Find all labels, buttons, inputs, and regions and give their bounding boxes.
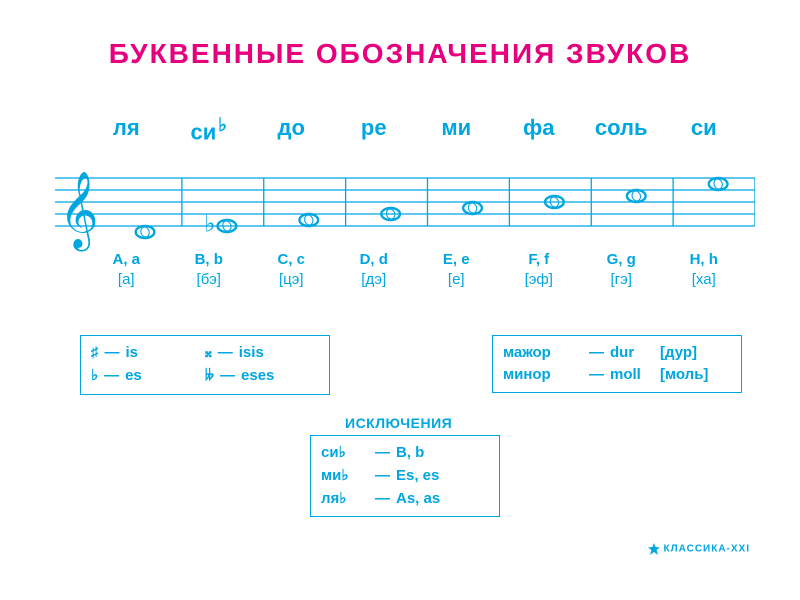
- letter-names: H, h: [663, 250, 746, 270]
- letter-cell: A, a[а]: [85, 250, 168, 289]
- letter-names: A, a: [85, 250, 168, 270]
- pronunciation: [дэ]: [333, 270, 416, 290]
- pronunciation: [а]: [85, 270, 168, 290]
- letter-cell: C, c[цэ]: [250, 250, 333, 289]
- flat-icon: ♭: [339, 443, 346, 465]
- dash: —: [104, 367, 119, 384]
- syllable: до: [250, 115, 333, 145]
- letter-names: F, f: [498, 250, 581, 270]
- dash: —: [220, 367, 235, 384]
- letter-cell: D, d[дэ]: [333, 250, 416, 289]
- exception-letters: B, b: [396, 442, 424, 465]
- accidentals-row: ♭ — es 𝄫 — eses: [91, 365, 319, 388]
- dash: —: [589, 342, 604, 364]
- dash: —: [375, 488, 390, 511]
- syllable: фа: [498, 115, 581, 145]
- letter-names: B, b: [168, 250, 251, 270]
- pronunciation: [эф]: [498, 270, 581, 290]
- accidentals-box: ♯—is𝄪—isis♭—es𝄫—eses: [80, 335, 330, 395]
- flat-icon: ♭: [91, 366, 98, 388]
- syllable: соль: [580, 115, 663, 145]
- mode-lat: moll: [610, 364, 660, 386]
- mode-row: мажор — dur[дур]: [503, 342, 731, 364]
- letter-names: D, d: [333, 250, 416, 270]
- publisher-logo: КЛАССИКА-XXI: [648, 543, 751, 555]
- pronunciation: [ха]: [663, 270, 746, 290]
- mode-pron: [дур]: [660, 342, 697, 364]
- letters-row: A, a[а]B, b[бэ]C, c[цэ]D, d[дэ]E, e[е]F,…: [85, 250, 745, 289]
- flat-icon: ♭: [341, 466, 348, 488]
- flat-icon: ♭: [218, 115, 227, 137]
- letter-cell: E, e[е]: [415, 250, 498, 289]
- exception-row: си♭ — B, b: [321, 442, 489, 465]
- exception-note: ми♭: [321, 465, 369, 488]
- mode-pron: [моль]: [660, 364, 708, 386]
- mode-ru: мажор: [503, 342, 583, 364]
- exception-letters: As, as: [396, 488, 440, 511]
- syllable: си♭: [168, 115, 251, 145]
- logo-icon: [648, 543, 660, 555]
- accidental-name: eses: [241, 367, 274, 384]
- syllable: ми: [415, 115, 498, 145]
- syllable: ре: [333, 115, 416, 145]
- accidental-name: is: [126, 344, 139, 361]
- page-title: БУКВЕННЫЕ ОБОЗНАЧЕНИЯ ЗВУКОВ: [0, 38, 800, 70]
- dash: —: [105, 344, 120, 361]
- pronunciation: [цэ]: [250, 270, 333, 290]
- exceptions-label: ИСКЛЮЧЕНИЯ: [345, 415, 452, 431]
- exceptions-box: си♭ — B, b ми♭ — Es, es ля♭ — As, as: [310, 435, 500, 517]
- logo-text: КЛАССИКА-XXI: [664, 544, 751, 555]
- mode-lat: dur: [610, 342, 660, 364]
- letter-cell: H, h[ха]: [663, 250, 746, 289]
- letter-cell: F, f[эф]: [498, 250, 581, 289]
- dash: —: [375, 442, 390, 465]
- syllables-row: ляси♭доремифасольси: [85, 115, 745, 145]
- exception-row: ля♭ — As, as: [321, 488, 489, 511]
- pronunciation: [е]: [415, 270, 498, 290]
- letter-cell: G, g[гэ]: [580, 250, 663, 289]
- exception-note: ля♭: [321, 488, 369, 511]
- dash: —: [589, 364, 604, 386]
- treble-clef-icon: 𝄞: [59, 171, 99, 252]
- svg-text:♭: ♭: [204, 211, 215, 237]
- flat-icon: ♭: [339, 489, 346, 511]
- syllable: си: [663, 115, 746, 145]
- exception-letters: Es, es: [396, 465, 439, 488]
- pronunciation: [гэ]: [580, 270, 663, 290]
- sharp-icon: ♯: [91, 343, 99, 365]
- mode-ru: минор: [503, 364, 583, 386]
- accidental-name: es: [125, 367, 142, 384]
- dash: —: [375, 465, 390, 488]
- staff: 𝄞♭: [55, 158, 755, 238]
- letter-cell: B, b[бэ]: [168, 250, 251, 289]
- letter-names: E, e: [415, 250, 498, 270]
- doubleflat-icon: 𝄫: [205, 366, 214, 388]
- modes-box: мажор — dur[дур] минор — moll[моль]: [492, 335, 742, 393]
- exception-note: си♭: [321, 442, 369, 465]
- accidental-name: isis: [239, 344, 264, 361]
- dash: —: [218, 344, 233, 361]
- letter-names: G, g: [580, 250, 663, 270]
- letter-names: C, c: [250, 250, 333, 270]
- syllable: ля: [85, 115, 168, 145]
- exception-row: ми♭ — Es, es: [321, 465, 489, 488]
- doublesharp-icon: 𝄪: [205, 343, 212, 365]
- mode-row: минор — moll[моль]: [503, 364, 731, 386]
- accidentals-row: ♯ — is 𝄪 — isis: [91, 342, 319, 365]
- pronunciation: [бэ]: [168, 270, 251, 290]
